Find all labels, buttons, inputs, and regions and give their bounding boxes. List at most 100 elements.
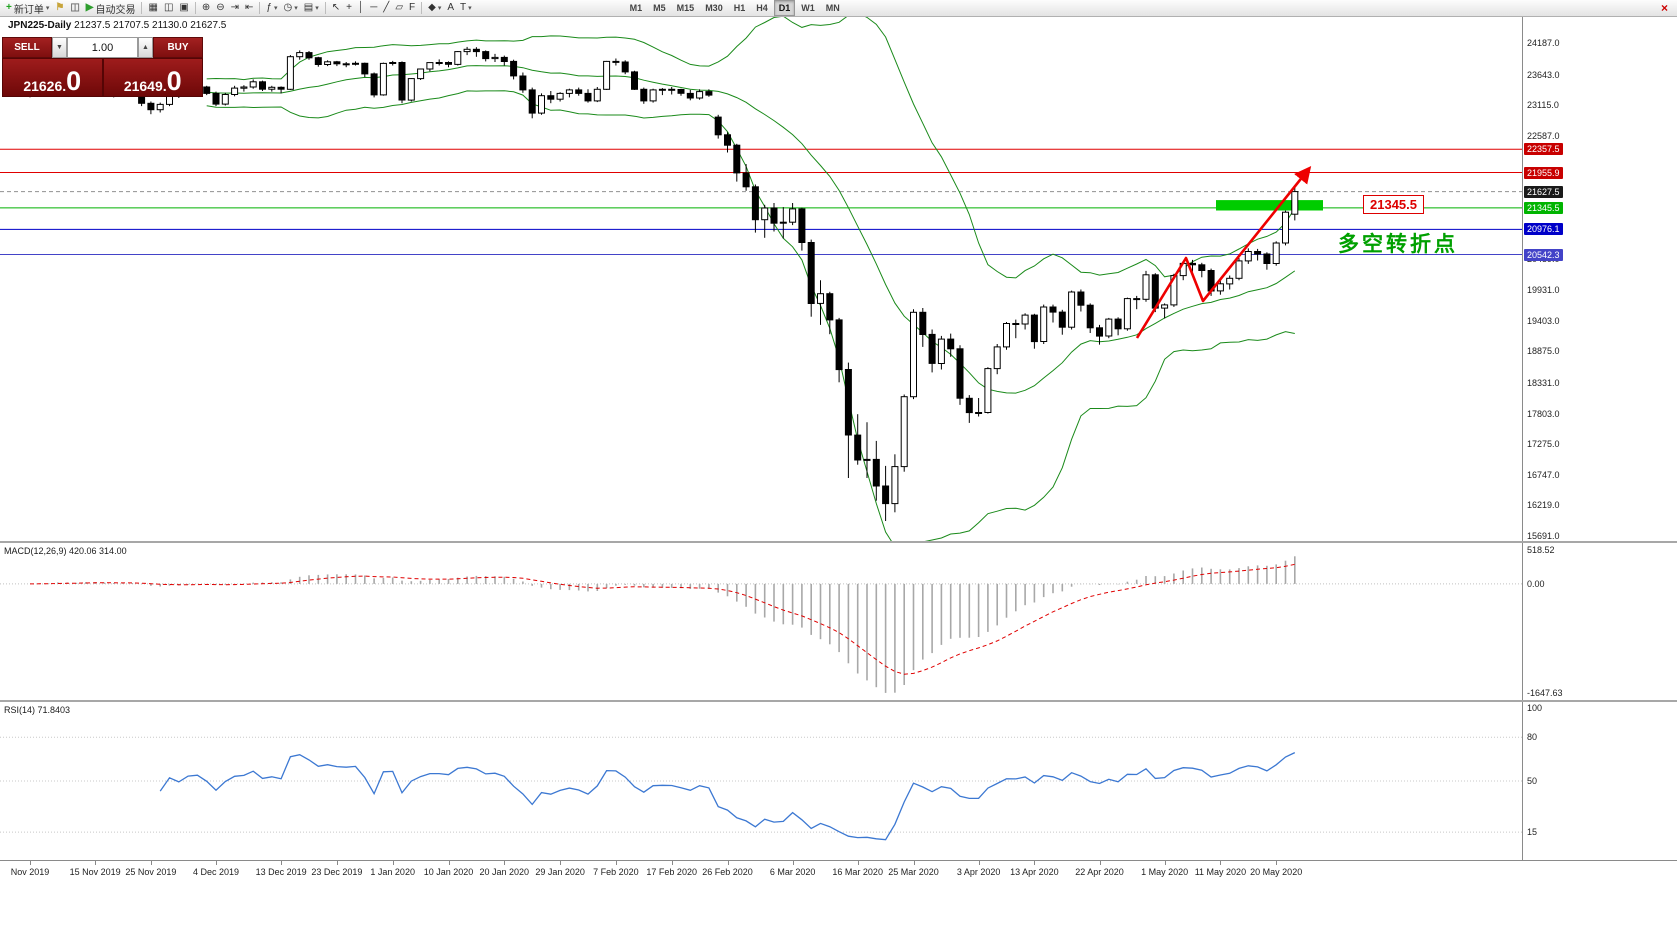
tile-windows-button[interactable]: ◫ (161, 1, 176, 16)
macd-tick: 0.00 (1527, 578, 1545, 589)
buy-price-main: 21649. (123, 78, 167, 94)
time-tick-mark (978, 861, 980, 865)
text-button[interactable]: A (444, 1, 457, 16)
toolbar-separator (324, 2, 326, 14)
timeframe-switcher: M1 M5 M15 M30 H1 H4 D1 W1 MN (625, 0, 845, 16)
periods-caret-icon[interactable]: ▾ (294, 5, 298, 12)
time-label: 4 Dec 2019 (192, 867, 240, 877)
price-tag-20542.3: 20542.3 (1524, 248, 1563, 261)
shapes-button[interactable]: ◆ ▾ (425, 1, 444, 16)
market-watch-button[interactable]: ⚑ (52, 1, 67, 16)
equidistant-channel-icon: ▱ (395, 2, 404, 13)
chart-shift-button[interactable]: ⇤ (242, 1, 256, 16)
zoom-in-button[interactable]: ⊕ (199, 1, 213, 16)
auto-scroll-button[interactable]: ⇥ (228, 1, 242, 16)
sell-price-display[interactable]: 21626. 0 (2, 58, 103, 97)
bollinger-upper-band (206, 17, 1296, 279)
toolbar-separator (194, 2, 196, 14)
periods-button[interactable]: ◷ ▾ (280, 1, 300, 16)
volume-input[interactable]: 1.00 (67, 37, 138, 58)
rsi-canvas[interactable] (0, 702, 1522, 860)
sell-button[interactable]: SELL (2, 37, 52, 58)
time-label: 1 Jan 2020 (370, 867, 415, 877)
crosshair-button[interactable]: + (343, 1, 355, 16)
time-tick-mark (216, 861, 217, 865)
panel-divider[interactable] (0, 700, 1677, 702)
macd-tick: -1647.63 (1527, 687, 1563, 698)
time-tick-mark (615, 861, 617, 865)
timeframe-m30-button[interactable]: M30 (705, 3, 723, 13)
time-tick-mark (1276, 861, 1278, 865)
time-label: Nov 2019 (10, 867, 50, 877)
templates-button[interactable]: ▤ ▾ (301, 1, 322, 16)
macd-indicator-label: MACD(12,26,9) 420.06 314.00 (4, 546, 127, 556)
time-label: 17 Feb 2020 (646, 867, 697, 877)
shapes-caret-icon[interactable]: ▾ (437, 5, 442, 12)
new-order-button[interactable]: + 新订单 ▾ (3, 1, 52, 16)
fibonacci-button[interactable]: F (406, 1, 418, 16)
bollinger-middle-band (206, 65, 1296, 394)
vertical-line-button[interactable]: │ (355, 1, 367, 16)
close-chart-button[interactable]: × (1660, 1, 1668, 15)
zoom-out-button[interactable]: ⊖ (213, 1, 227, 16)
time-tick-mark (150, 861, 152, 865)
arrows-icon: T (460, 2, 467, 13)
time-label: 16 Mar 2020 (832, 867, 883, 877)
auto-trading-button[interactable]: ▶ 自动交易 (83, 1, 139, 16)
chart-title: JPN225-Daily 21237.5 21707.5 21130.0 216… (8, 20, 226, 31)
equidistant-channel-button[interactable]: ▱ (392, 1, 406, 16)
tile-windows-icon: ◫ (163, 2, 174, 13)
horizontal-line-icon: ─ (370, 2, 378, 13)
time-tick-mark (504, 861, 506, 865)
toolbar-separator (141, 2, 143, 14)
time-label: 29 Jan 2020 (535, 867, 585, 877)
timeframe-w1-button[interactable]: W1 (801, 3, 815, 13)
rsi-panel[interactable]: RSI(14) 71.8403 (0, 702, 1522, 860)
timeframe-m5-button[interactable]: M5 (653, 3, 666, 13)
auto-trading-label: 自动交易 (95, 4, 136, 16)
rsi-tick: 100 (1527, 703, 1543, 713)
timeframe-h1-button[interactable]: H1 (733, 3, 746, 13)
volume-decrease-button[interactable]: ▼ (52, 37, 67, 58)
indicators-caret-icon[interactable]: ▾ (273, 5, 278, 12)
arrows-caret-icon[interactable]: ▾ (468, 5, 472, 12)
trend-line-button[interactable]: ╱ (380, 1, 392, 16)
time-label: 7 Feb 2020 (593, 867, 639, 877)
one-click-trading-panel: SELL ▼ 1.00 ▲ BUY 21626. 0 21649. 0 (2, 37, 203, 97)
new-order-caret-icon[interactable]: ▾ (45, 5, 50, 12)
macd-panel[interactable]: MACD(12,26,9) 420.06 314.00 (0, 543, 1522, 700)
chart-shift-icon: ⇤ (245, 2, 254, 13)
cursor-button[interactable]: ↖ (329, 1, 343, 16)
macd-canvas[interactable] (0, 543, 1522, 700)
price-chart-canvas[interactable] (0, 17, 1522, 541)
price-chart-panel[interactable] (0, 17, 1522, 541)
timeframe-mn-button[interactable]: MN (825, 3, 840, 13)
arrows-button[interactable]: T ▾ (457, 1, 475, 16)
time-tick-mark (913, 861, 915, 865)
terminal-window-button[interactable]: ◫ (67, 1, 82, 16)
price-tick: 17275.0 (1527, 439, 1560, 450)
rsi-indicator-label: RSI(14) 71.8403 (4, 705, 71, 715)
cascade-windows-button[interactable]: ▣ (176, 1, 191, 16)
bollinger-lower-band (206, 90, 1295, 541)
indicators-button[interactable]: ƒ ▾ (263, 1, 280, 16)
time-tick-mark (560, 861, 562, 865)
time-label: 3 Apr 2020 (956, 867, 1001, 877)
buy-price-display[interactable]: 21649. 0 (102, 58, 203, 97)
volume-increase-button[interactable]: ▲ (138, 37, 153, 58)
timeframe-h4-button[interactable]: H4 (756, 3, 768, 13)
horizontal-line-button[interactable]: ─ (367, 1, 380, 16)
timeframe-m1-button[interactable]: M1 (629, 3, 643, 13)
templates-caret-icon[interactable]: ▾ (315, 5, 319, 12)
indicators-icon: ƒ (266, 2, 272, 13)
panel-divider[interactable] (0, 541, 1677, 543)
buy-button[interactable]: BUY (153, 37, 203, 58)
timeframe-m15-button[interactable]: M15 (676, 3, 695, 13)
timeframe-d1-button[interactable]: D1 (773, 0, 796, 16)
price-tag-20976.1: 20976.1 (1524, 223, 1563, 236)
price-tick: 18875.0 (1527, 346, 1560, 357)
arrange-windows-button[interactable]: ▦ (145, 1, 160, 16)
time-label: 13 Dec 2019 (255, 867, 307, 877)
time-label: 23 Dec 2019 (311, 867, 363, 877)
